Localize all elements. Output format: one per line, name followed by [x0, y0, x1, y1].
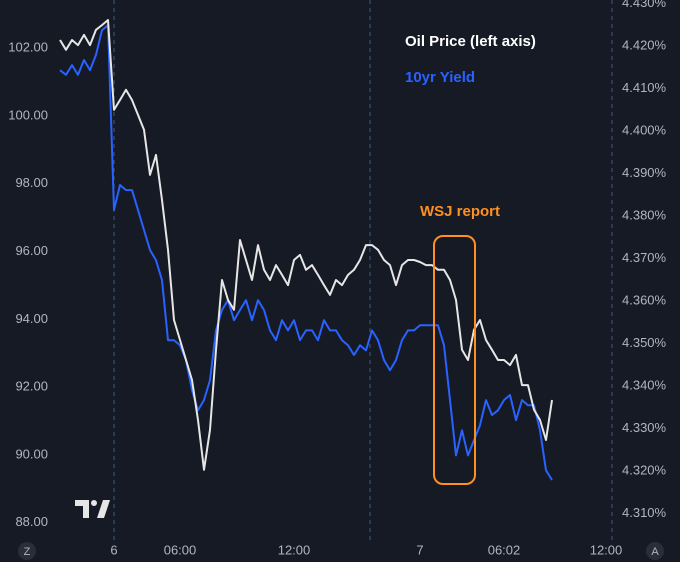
y2-tick-label: 4.310% [622, 505, 667, 520]
y2-tick-label: 4.350% [622, 335, 667, 350]
y2-tick-label: 4.410% [622, 80, 667, 95]
button[interactable] [18, 542, 36, 560]
legend-entry: 10yr Yield [405, 69, 475, 86]
x-tick-label: 6 [110, 542, 117, 557]
x-tick-label: 7 [416, 542, 423, 557]
logo-part [91, 500, 97, 506]
annotation: WSJ report [420, 203, 500, 220]
y2-tick-label: 4.370% [622, 250, 667, 265]
y2-tick-label: 4.380% [622, 207, 667, 222]
y2-tick-label: 4.360% [622, 292, 667, 307]
y-tick-label: 88.00 [15, 514, 48, 529]
y-tick-label: 90.00 [15, 446, 48, 461]
y2-tick-label: 4.330% [622, 420, 667, 435]
y2-tick-label: 4.320% [622, 463, 667, 478]
legend-entry: Oil Price (left axis) [405, 33, 536, 50]
y-tick-label: 94.00 [15, 311, 48, 326]
button-label[interactable]: Z [24, 546, 31, 558]
y2-tick-label: 4.430% [622, 0, 667, 10]
highlight-box [433, 235, 476, 485]
y-tick-label: 96.00 [15, 243, 48, 258]
y-tick-label: 92.00 [15, 379, 48, 394]
y-tick-label: 102.00 [8, 40, 48, 55]
x-tick-label: 06:00 [164, 542, 197, 557]
y2-tick-label: 4.340% [622, 378, 667, 393]
plot [59, 19, 553, 481]
logo-part [97, 500, 110, 518]
x-tick-label: 12:00 [590, 542, 623, 557]
y-tick-label: 100.00 [8, 107, 48, 122]
y2-tick-label: 4.400% [622, 122, 667, 137]
y-tick-label: 98.00 [15, 175, 48, 190]
logo [75, 500, 110, 518]
y2-tick-label: 4.390% [622, 165, 667, 180]
button-label[interactable]: A [651, 546, 659, 558]
y2-tick-label: 4.420% [622, 37, 667, 52]
x-tick-label: 12:00 [278, 542, 311, 557]
series-line [59, 19, 553, 471]
x-tick-label: 06:02 [488, 542, 521, 557]
button[interactable] [646, 542, 664, 560]
series-line [59, 24, 553, 481]
logo-part [75, 500, 89, 518]
